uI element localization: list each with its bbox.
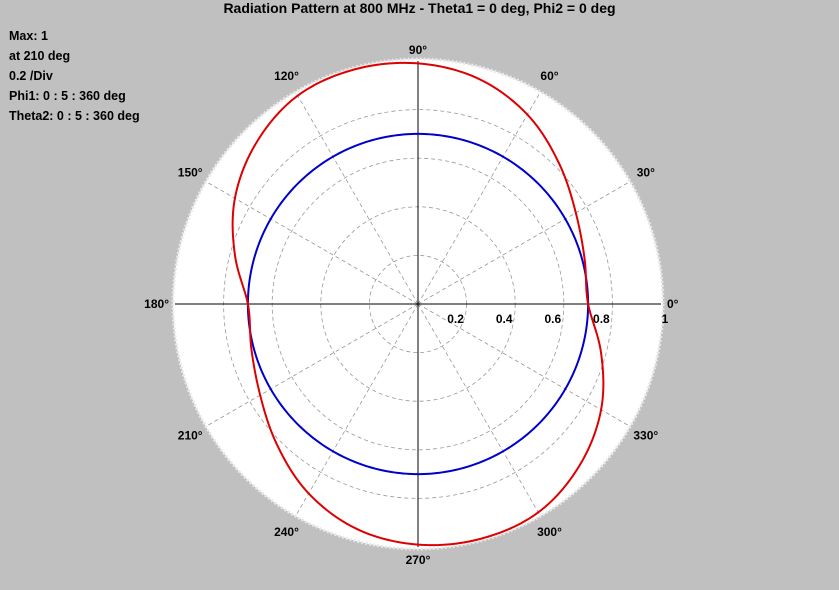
- grid-spoke-30: [417, 182, 629, 305]
- angle-tick-label-150: 150°: [178, 166, 203, 180]
- theta2-range-readout: Theta2: 0 : 5 : 360 deg: [9, 109, 140, 123]
- angle-tick-label-330: 330°: [633, 429, 658, 443]
- max-angle-readout: at 210 deg: [9, 49, 71, 63]
- radial-tick-label-4: 1: [662, 312, 669, 326]
- axes-layer: [175, 61, 661, 547]
- radial-tick-label-0: 0.2: [447, 312, 464, 326]
- grid-spoke-300: [417, 303, 540, 515]
- angle-tick-label-120: 120°: [274, 69, 299, 83]
- radial-tick-label-3: 0.8: [593, 312, 610, 326]
- chart-title: Radiation Pattern at 800 MHz - Theta1 = …: [223, 0, 616, 16]
- phi1-range-readout: Phi1: 0 : 5 : 360 deg: [9, 89, 126, 103]
- grid-spoke-330: [417, 303, 629, 426]
- angle-tick-label-180: 180°: [144, 297, 169, 311]
- angle-tick-label-90: 90°: [409, 43, 427, 57]
- angle-tick-label-240: 240°: [274, 525, 299, 539]
- info-panel: Max: 1 at 210 deg 0.2 /Div Phi1: 0 : 5 :…: [9, 26, 140, 126]
- series-layer: [231, 61, 605, 547]
- series-line-1: [231, 61, 605, 547]
- angle-tick-label-300: 300°: [537, 525, 562, 539]
- grid-spoke-240: [296, 303, 419, 515]
- grid-spoke-150: [207, 182, 419, 305]
- angle-tick-label-270: 270°: [406, 553, 431, 567]
- grid-spoke-60: [417, 93, 540, 305]
- angle-tick-label-60: 60°: [540, 69, 558, 83]
- max-readout: Max: 1: [9, 29, 48, 43]
- angle-tick-label-0: 0°: [667, 297, 679, 311]
- radial-tick-label-2: 0.6: [544, 312, 561, 326]
- angle-tick-label-210: 210°: [178, 429, 203, 443]
- grid-spoke-210: [207, 303, 419, 426]
- radial-tick-label-1: 0.4: [496, 312, 513, 326]
- angle-tick-label-30: 30°: [637, 166, 655, 180]
- grid-spoke-120: [296, 93, 419, 305]
- division-readout: 0.2 /Div: [9, 69, 53, 83]
- label-layer: 0° 30° 60° 90° 120° 150° 180° 210° 240° 270° 300° 3…: [144, 43, 679, 567]
